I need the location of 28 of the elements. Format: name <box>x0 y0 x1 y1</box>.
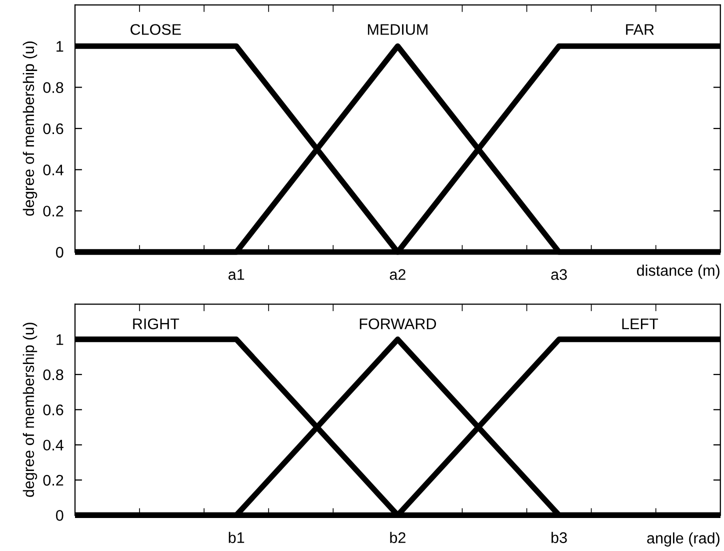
x-axis-title: distance (m) <box>636 264 720 279</box>
legend-label: LEFT <box>622 318 658 330</box>
x-tick-label: a1 <box>228 269 244 280</box>
y-tick-label: 0.6 <box>43 404 64 416</box>
y-tick-label: 0.4 <box>43 440 64 451</box>
y-tick-label: 1 <box>56 41 64 52</box>
y-tick-label: 0 <box>56 510 64 521</box>
y-tick-label: 0.4 <box>43 164 64 176</box>
y-tick-label: 0.8 <box>43 369 64 380</box>
legend-label: FAR <box>626 24 654 35</box>
x-tick-label: b2 <box>390 532 406 544</box>
y-tick-label: 0.8 <box>43 82 64 93</box>
y-tick-label: 0.2 <box>43 206 64 217</box>
y-tick-label: 1 <box>56 334 64 345</box>
legend-label: CLOSE <box>130 24 181 35</box>
legend-label: RIGHT <box>133 318 180 330</box>
y-tick-label: 0 <box>56 246 64 258</box>
y-axis-title: degree of membership (u) <box>22 42 38 216</box>
series-label: FORWARD <box>360 318 436 330</box>
y-tick-label: 0.2 <box>43 474 64 486</box>
x-tick-label: a2 <box>390 269 406 280</box>
series-label: MEDIUM <box>368 24 428 35</box>
x-tick-label: b1 <box>228 532 244 544</box>
x-tick-label: b3 <box>552 532 567 544</box>
x-tick-label: a3 <box>551 269 567 280</box>
x-axis-title: angle (rad) <box>647 532 720 547</box>
y-axis-title: degree of membership (u) <box>22 322 38 497</box>
y-tick-label: 0.6 <box>43 123 64 134</box>
